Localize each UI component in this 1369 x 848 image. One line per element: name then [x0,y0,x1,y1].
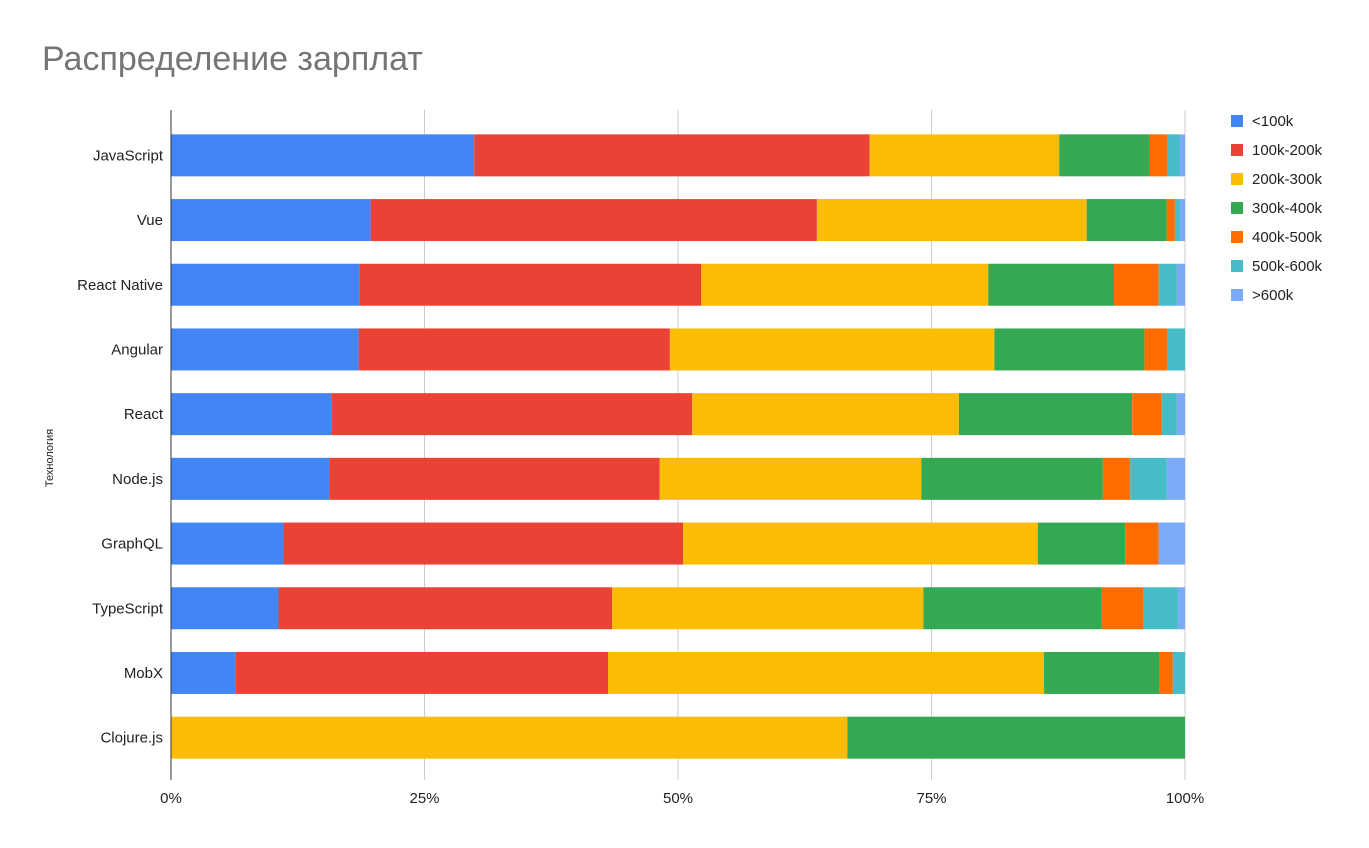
bar-segment [958,393,1133,436]
bar-segment [1179,134,1185,177]
bar-segment [1130,457,1167,500]
bar-segment [1158,522,1185,565]
bar-segment [847,716,1185,759]
bar-segment [1059,134,1150,177]
legend-label: 200k-300k [1252,171,1323,188]
bar-segment [1176,393,1185,436]
y-axis-title: Технология [44,429,56,487]
bar-segment [278,587,613,630]
bar-segment [869,134,1060,177]
x-tick-label: 0% [160,790,182,807]
category-label: JavaScript [93,147,164,164]
bar-segment [171,393,332,436]
bar-segment [171,587,279,630]
category-label: Vue [137,212,163,229]
legend-swatch [1231,202,1243,214]
bar-segment [683,522,1038,565]
category-label: React [124,406,164,423]
bar-segment [359,263,702,306]
bar-segment [1166,457,1185,500]
x-tick-label: 75% [916,790,946,807]
legend-label: 300k-400k [1252,200,1323,217]
bar-segment [1174,199,1180,242]
x-tick-label: 50% [663,790,693,807]
bar-segment [370,199,817,242]
bar-segment [1101,587,1144,630]
category-label: Node.js [112,471,163,488]
bar-segment [1086,199,1167,242]
bar-segment [1149,134,1168,177]
x-tick-label: 25% [409,790,439,807]
legend-swatch [1231,173,1243,185]
bar-segment [358,328,670,371]
legend-label: <100k [1252,113,1294,130]
legend-label: 400k-500k [1252,229,1323,246]
bar-segment [1132,393,1162,436]
bar-segment [692,393,959,436]
bar-segment [1159,651,1173,694]
bar-segment [1167,328,1185,371]
bar-segment [171,716,848,759]
x-tick-labels: 0% 25% 50% 75% 100% [160,790,1204,807]
bar-segment [923,587,1102,630]
category-label: Angular [111,341,163,358]
bar-segment [331,393,693,436]
legend: <100k 100k-200k 200k-300k 300k-400k 400k-500… [1231,113,1323,304]
legend-swatch [1231,144,1243,156]
bar-segment [1172,651,1185,694]
category-label: MobX [124,665,163,682]
bar-segment [1179,199,1185,242]
bar-segment [171,651,236,694]
bar-segment [1176,263,1185,306]
bar-segment [1125,522,1159,565]
category-labels: JavaScript Vue React Native Angular React Nod… [77,147,164,746]
bar-segment [235,651,609,694]
bar-segment [1166,199,1175,242]
bar-segment [171,328,359,371]
bar-segment [659,457,922,500]
bars [171,134,1185,759]
legend-swatch [1231,260,1243,272]
bar-segment [612,587,924,630]
x-tick-label: 100% [1166,790,1204,807]
bar-segment [1177,587,1185,630]
bar-segment [1102,457,1131,500]
legend-label: >600k [1252,287,1294,304]
bar-segment [1144,328,1168,371]
bar-segment [1114,263,1159,306]
bar-segment [171,199,371,242]
bar-segment [1167,134,1180,177]
bar-segment [608,651,1045,694]
bar-segment [669,328,995,371]
bar-segment [988,263,1115,306]
bar-segment [1161,393,1177,436]
bar-segment [329,457,660,500]
legend-swatch [1231,289,1243,301]
bar-segment [1143,587,1178,630]
bar-segment [283,522,684,565]
category-label: Clojure.js [100,730,163,747]
legend-swatch [1231,231,1243,243]
category-label: React Native [77,277,163,294]
bar-segment [994,328,1145,371]
category-label: GraphQL [101,536,163,553]
bar-segment [701,263,989,306]
bar-segment [1044,651,1160,694]
legend-swatch [1231,115,1243,127]
legend-label: 100k-200k [1252,142,1323,159]
bar-segment [474,134,870,177]
bar-segment [171,457,330,500]
bar-segment [816,199,1087,242]
bar-segment [171,263,360,306]
bar-segment [171,134,475,177]
bar-segment [171,522,284,565]
legend-label: 500k-600k [1252,258,1323,275]
bar-segment [1158,263,1177,306]
category-label: TypeScript [92,600,164,617]
bar-segment [1037,522,1126,565]
bar-segment [921,457,1103,500]
chart-title: Распределение зарплат [42,40,423,78]
